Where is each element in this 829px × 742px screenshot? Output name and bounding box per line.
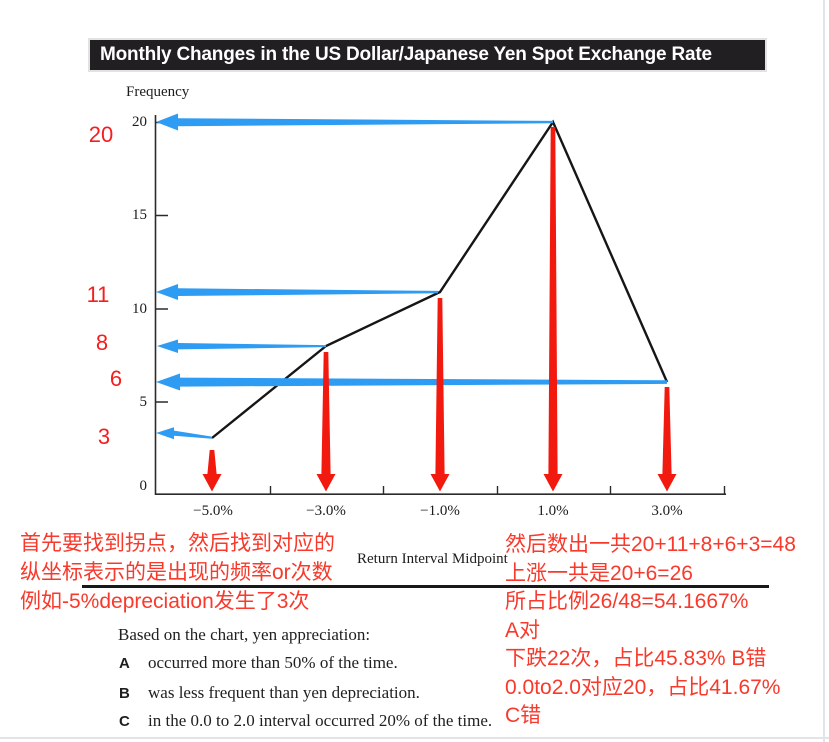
right-note-line: 所占比例26/48=54.1667% bbox=[505, 590, 749, 613]
right-note-line: 然后数出一共20+11+8+6+3=48 bbox=[505, 533, 796, 556]
x-tick-label-neg3: −3.0% bbox=[306, 503, 346, 519]
y-axis-title: Frequency bbox=[126, 84, 190, 100]
x-tick-label-pos1: 1.0% bbox=[537, 503, 569, 519]
question-stem: Based on the chart, yen appreciation: bbox=[118, 625, 371, 644]
left-note-line: 例如-5%depreciation发生了3次 bbox=[20, 590, 310, 613]
right-note-line: A对 bbox=[505, 618, 541, 642]
red-down-arrow-pos1 bbox=[543, 127, 563, 492]
y-tick-marks bbox=[155, 121, 168, 403]
chart-title-bar: Monthly Changes in the US Dollar/Japanes… bbox=[88, 38, 767, 72]
blue-leader-arrow-8 bbox=[157, 339, 326, 353]
y-tick-label-0: 0 bbox=[139, 478, 148, 494]
y-tick-label-5: 5 bbox=[139, 394, 148, 410]
blue-leader-arrow-6 bbox=[156, 373, 667, 391]
bottom-edge-line bbox=[0, 737, 829, 739]
annotation-value-8: 8 bbox=[95, 330, 109, 355]
option-text-c: in the 0.0 to 2.0 interval occurred 20% … bbox=[148, 711, 493, 730]
chart-title: Monthly Changes in the US Dollar/Japanes… bbox=[100, 44, 712, 65]
annotation-value-3: 3 bbox=[97, 424, 111, 449]
figure-bottom-rule bbox=[82, 585, 769, 588]
x-tick-marks bbox=[269, 486, 726, 494]
option-letter-a: A bbox=[119, 655, 130, 672]
left-note-line: 首先要找到拐点，然后找到对应的 bbox=[20, 532, 335, 555]
x-tick-label-neg1: −1.0% bbox=[420, 503, 460, 519]
blue-leader-arrow-20 bbox=[156, 113, 553, 131]
blue-leader-arrow-11 bbox=[156, 284, 438, 300]
left-red-note: 首先要找到拐点，然后找到对应的 纵坐标表示的是出现的频率or次数 例如-5%de… bbox=[20, 529, 335, 616]
option-letter-c: C bbox=[119, 713, 130, 730]
frequency-polygon-line bbox=[211, 119, 669, 439]
blue-leader-arrow-3 bbox=[156, 427, 212, 440]
left-note-line: 纵坐标表示的是出现的频率or次数 bbox=[20, 561, 333, 584]
right-note-line: 0.0to2.0对应20，占比41.67% bbox=[505, 675, 781, 699]
red-down-arrow-neg1 bbox=[430, 298, 450, 492]
x-axis-title: Return Interval Midpoint bbox=[357, 551, 508, 567]
y-tick-label-20: 20 bbox=[132, 114, 147, 130]
y-tick-label-10: 10 bbox=[132, 301, 147, 317]
axes-lines bbox=[154, 115, 726, 495]
y-tick-label-15: 15 bbox=[132, 207, 147, 223]
right-note-line: 下跌22次，占比45.83% B错 bbox=[505, 647, 767, 670]
option-text-b: was less frequent than yen depreciation. bbox=[148, 683, 420, 702]
red-down-arrow-neg5 bbox=[202, 450, 222, 492]
annotation-value-11: 11 bbox=[86, 282, 110, 307]
right-edge-line bbox=[823, 0, 825, 742]
right-red-note: 然后数出一共20+11+8+6+3=48 上涨一共是20+6=26 所占比例26… bbox=[505, 531, 796, 731]
option-letter-b: B bbox=[119, 685, 130, 702]
annotation-value-20: 20 bbox=[88, 122, 114, 147]
right-note-line: C错 bbox=[505, 704, 542, 727]
annotation-value-6: 6 bbox=[109, 366, 123, 391]
x-tick-label-pos3: 3.0% bbox=[651, 503, 683, 519]
x-tick-label-neg5: −5.0% bbox=[193, 503, 233, 519]
right-note-line: 上涨一共是20+6=26 bbox=[505, 561, 693, 585]
red-down-arrow-pos3 bbox=[657, 387, 677, 492]
option-text-a: occurred more than 50% of the time. bbox=[148, 653, 398, 672]
red-down-arrow-neg3 bbox=[316, 352, 336, 492]
